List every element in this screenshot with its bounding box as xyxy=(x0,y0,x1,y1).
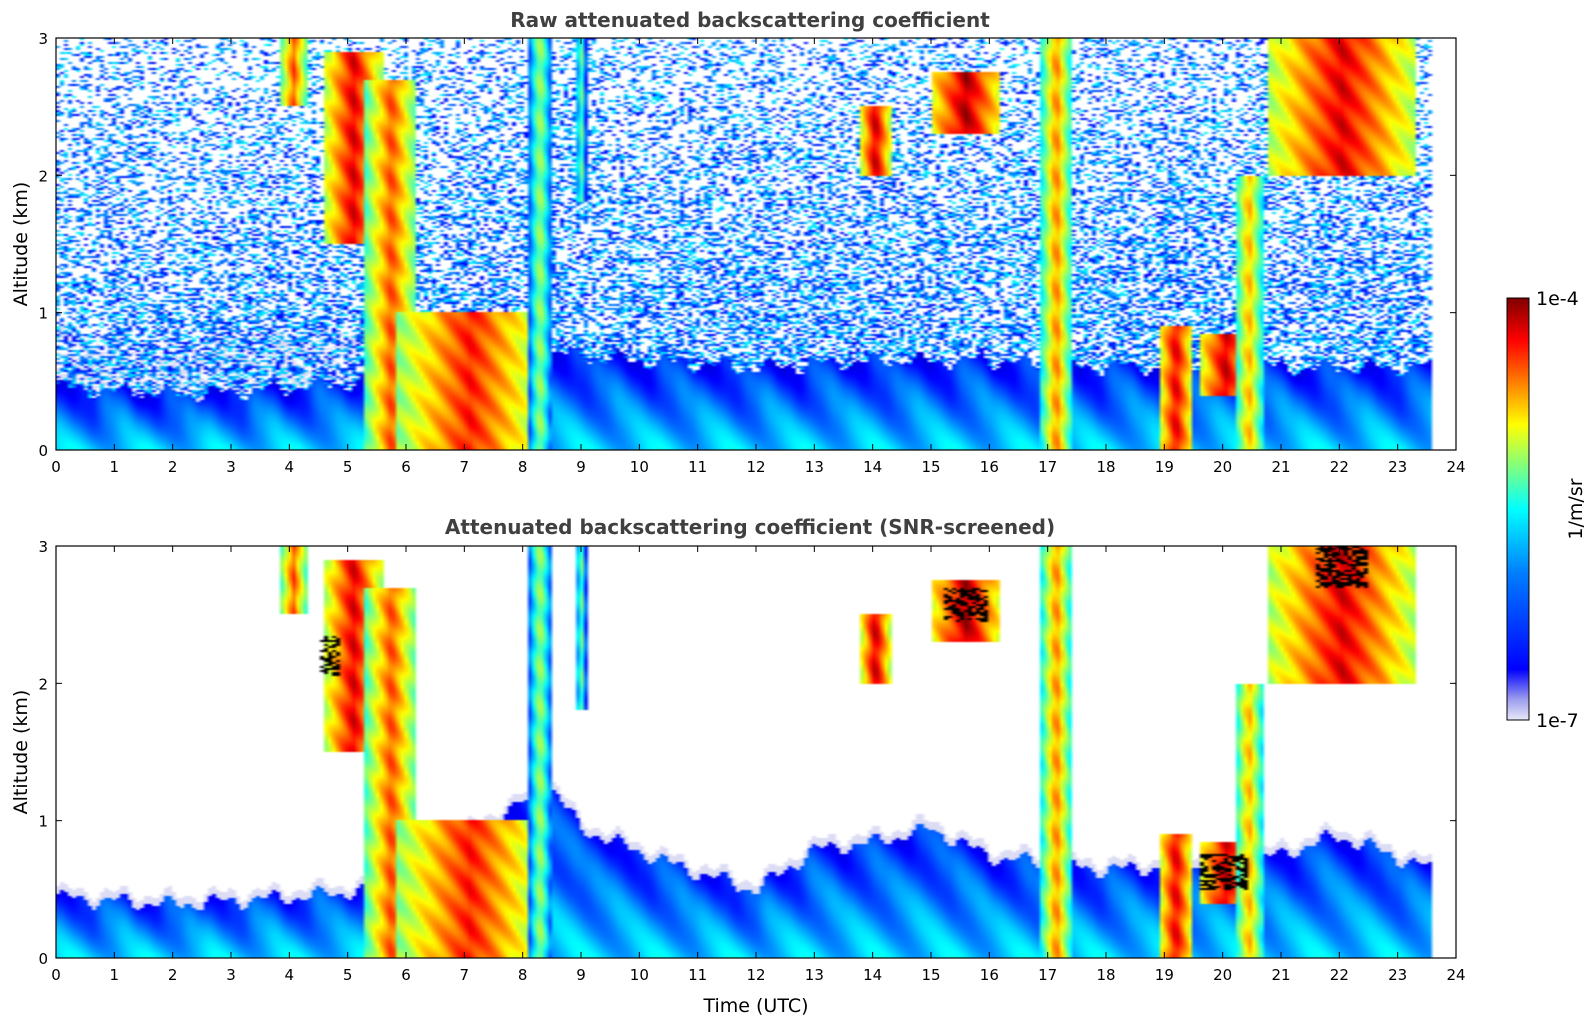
x-tick-label-raw-8: 8 xyxy=(518,458,528,476)
x-tick-label-raw-0: 0 xyxy=(51,458,61,476)
y-tick-label-screened-3: 3 xyxy=(38,538,48,556)
x-tick-label-raw-15: 15 xyxy=(921,458,940,476)
panel-raw: Raw attenuated backscattering coefficien… xyxy=(10,8,1466,476)
x-tick-label-raw-2: 2 xyxy=(168,458,178,476)
x-tick-label-screened-8: 8 xyxy=(518,966,528,984)
x-tick-label-raw-19: 19 xyxy=(1155,458,1174,476)
x-tick-label-raw-12: 12 xyxy=(746,458,765,476)
x-tick-label-raw-24: 24 xyxy=(1446,458,1465,476)
x-tick-label-screened-18: 18 xyxy=(1096,966,1115,984)
colorbar-unit-label: 1/m/sr xyxy=(1565,478,1587,539)
x-tick-label-raw-16: 16 xyxy=(980,458,999,476)
x-tick-label-screened-2: 2 xyxy=(168,966,178,984)
x-tick-label-screened-5: 5 xyxy=(343,966,353,984)
x-tick-label-raw-3: 3 xyxy=(226,458,236,476)
x-tick-label-raw-22: 22 xyxy=(1330,458,1349,476)
x-tick-label-screened-1: 1 xyxy=(110,966,120,984)
y-axis-label-raw: Altitude (km) xyxy=(10,182,32,307)
x-tick-label-raw-17: 17 xyxy=(1038,458,1057,476)
y-tick-label-screened-1: 1 xyxy=(38,813,48,831)
x-tick-label-raw-7: 7 xyxy=(460,458,470,476)
x-tick-label-screened-17: 17 xyxy=(1038,966,1057,984)
x-tick-label-screened-16: 16 xyxy=(980,966,999,984)
x-tick-label-raw-21: 21 xyxy=(1271,458,1290,476)
panel-screened: Attenuated backscattering coefficient (S… xyxy=(10,515,1466,1017)
x-tick-label-screened-15: 15 xyxy=(921,966,940,984)
colorbar-max-label: 1e-4 xyxy=(1536,288,1579,310)
y-axis-label-screened: Altitude (km) xyxy=(10,690,32,815)
x-tick-label-screened-9: 9 xyxy=(576,966,586,984)
panel-title-raw: Raw attenuated backscattering coefficien… xyxy=(510,8,990,32)
x-tick-label-screened-11: 11 xyxy=(688,966,707,984)
x-tick-label-screened-23: 23 xyxy=(1388,966,1407,984)
colorbar-min-label: 1e-7 xyxy=(1536,710,1579,732)
x-tick-label-screened-24: 24 xyxy=(1446,966,1465,984)
y-tick-label-raw-1: 1 xyxy=(38,305,48,323)
x-tick-label-screened-10: 10 xyxy=(630,966,649,984)
x-tick-label-raw-4: 4 xyxy=(285,458,295,476)
y-tick-label-screened-0: 0 xyxy=(38,950,48,968)
colorbar: 1e-4 1e-7 1/m/sr xyxy=(1507,288,1587,732)
x-tick-label-screened-4: 4 xyxy=(285,966,295,984)
x-tick-label-raw-18: 18 xyxy=(1096,458,1115,476)
x-tick-label-raw-10: 10 xyxy=(630,458,649,476)
x-tick-label-raw-20: 20 xyxy=(1213,458,1232,476)
x-tick-label-screened-22: 22 xyxy=(1330,966,1349,984)
figure: Raw attenuated backscattering coefficien… xyxy=(0,0,1595,1020)
x-tick-label-raw-14: 14 xyxy=(863,458,882,476)
panel-title-screened: Attenuated backscattering coefficient (S… xyxy=(445,515,1055,539)
x-tick-label-screened-7: 7 xyxy=(460,966,470,984)
x-tick-label-screened-6: 6 xyxy=(401,966,411,984)
x-tick-label-screened-3: 3 xyxy=(226,966,236,984)
y-tick-label-raw-0: 0 xyxy=(38,442,48,460)
heatmap-screened xyxy=(56,546,1456,958)
x-tick-label-raw-13: 13 xyxy=(805,458,824,476)
y-tick-label-raw-3: 3 xyxy=(38,30,48,48)
heatmap-raw xyxy=(56,38,1456,450)
colorbar-gradient xyxy=(1507,298,1529,720)
x-tick-label-screened-21: 21 xyxy=(1271,966,1290,984)
x-tick-label-screened-20: 20 xyxy=(1213,966,1232,984)
x-tick-label-raw-5: 5 xyxy=(343,458,353,476)
x-tick-label-raw-6: 6 xyxy=(401,458,411,476)
x-tick-label-screened-13: 13 xyxy=(805,966,824,984)
x-tick-label-screened-12: 12 xyxy=(746,966,765,984)
y-tick-label-raw-2: 2 xyxy=(38,167,48,185)
y-tick-label-screened-2: 2 xyxy=(38,675,48,693)
x-tick-label-screened-0: 0 xyxy=(51,966,61,984)
x-tick-label-screened-19: 19 xyxy=(1155,966,1174,984)
x-tick-label-screened-14: 14 xyxy=(863,966,882,984)
x-axis-label: Time (UTC) xyxy=(702,995,808,1017)
x-tick-label-raw-1: 1 xyxy=(110,458,120,476)
x-tick-label-raw-11: 11 xyxy=(688,458,707,476)
x-tick-label-raw-23: 23 xyxy=(1388,458,1407,476)
x-tick-label-raw-9: 9 xyxy=(576,458,586,476)
